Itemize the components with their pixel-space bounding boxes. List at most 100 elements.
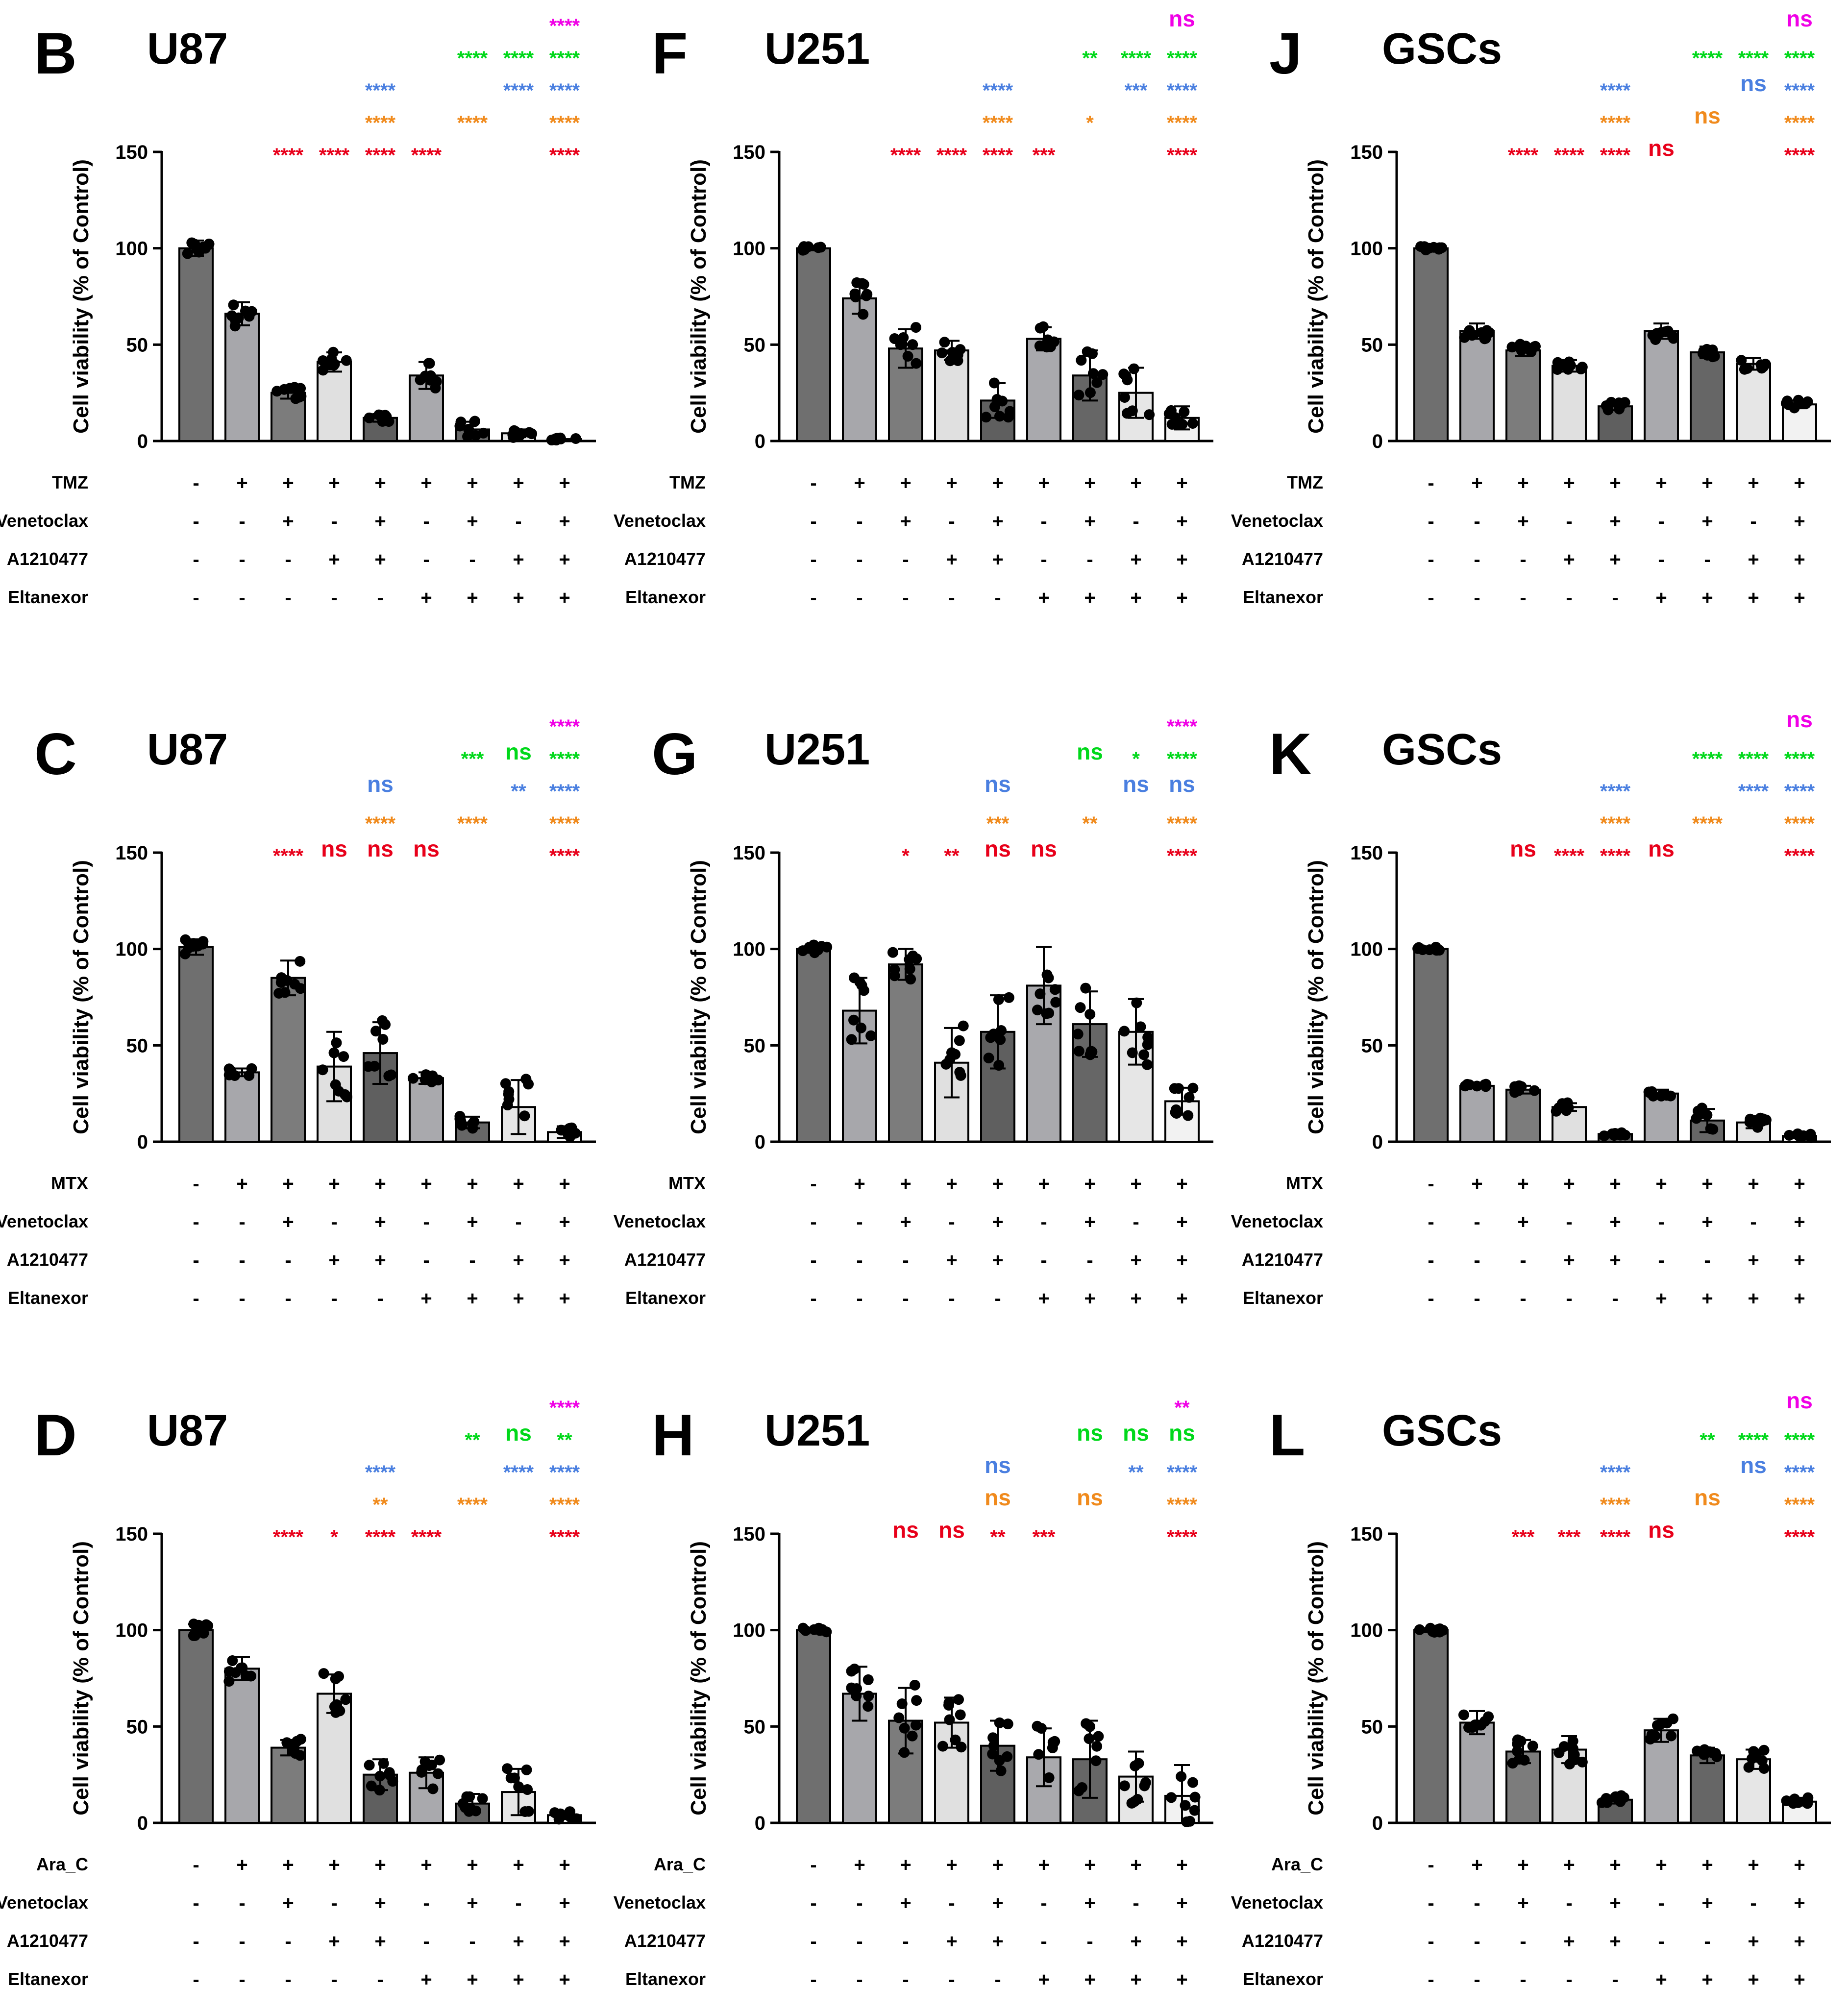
treatment-sign: - <box>810 1969 816 1990</box>
treatment-sign: + <box>1748 587 1759 609</box>
data-point <box>1645 1734 1656 1745</box>
treatment-sign: + <box>282 511 294 532</box>
significance-mark: **** <box>1600 80 1631 101</box>
data-point <box>246 1670 257 1682</box>
data-point <box>1412 943 1424 954</box>
treatment-sign: + <box>1701 1892 1713 1914</box>
treatment-sign: - <box>1474 1892 1480 1914</box>
treatment-label: MTX <box>51 1173 88 1193</box>
data-point <box>907 950 918 961</box>
bar <box>1690 1754 1725 1824</box>
y-axis-label: Cell viability (% of Control) <box>69 1541 93 1816</box>
treatment-sign: + <box>1794 472 1805 494</box>
data-point <box>502 1100 513 1111</box>
treatment-sign: - <box>1704 549 1710 570</box>
significance-mark: **** <box>1167 813 1198 834</box>
data-point <box>364 1760 375 1771</box>
significance-mark: ns <box>367 771 394 797</box>
treatment-sign: - <box>1040 1211 1047 1233</box>
data-point <box>1551 1105 1562 1117</box>
treatment-sign: + <box>374 472 386 494</box>
treatment-sign: + <box>282 1173 294 1195</box>
treatment-sign: + <box>1794 511 1805 532</box>
treatment-sign: - <box>331 1211 337 1233</box>
treatment-sign: + <box>513 549 524 570</box>
treatment-sign: + <box>467 1173 478 1195</box>
data-point <box>1086 1046 1098 1057</box>
data-point <box>987 1732 999 1743</box>
bar <box>224 1668 260 1824</box>
data-point <box>1075 1002 1086 1013</box>
treatment-sign: + <box>992 1854 1003 1876</box>
treatment-sign: + <box>467 1211 478 1233</box>
treatment-sign: + <box>1517 1173 1528 1195</box>
chart-panel-j: J GSCs 0 50 100 150 Cell viability (% of Contr… <box>1231 6 1831 609</box>
treatment-label: MTX <box>1286 1173 1323 1193</box>
significance-mark: **** <box>983 112 1013 134</box>
data-point <box>223 1666 235 1677</box>
treatment-sign: - <box>193 549 199 570</box>
significance-mark: **** <box>1167 716 1198 737</box>
y-tick-label: 50 <box>1361 1035 1383 1056</box>
data-point <box>1651 328 1662 339</box>
y-tick-label: 0 <box>137 431 148 452</box>
treatment-sign: + <box>1794 1173 1805 1195</box>
significance-mark: **** <box>1167 1526 1198 1548</box>
y-tick-label: 100 <box>733 238 765 260</box>
treatment-label: TMZ <box>52 472 88 492</box>
data-point <box>815 242 826 253</box>
data-point <box>1471 1080 1482 1092</box>
data-point <box>1073 1046 1084 1057</box>
significance-mark: **** <box>1692 48 1723 69</box>
data-point <box>377 1015 388 1026</box>
data-point <box>1087 368 1099 379</box>
data-point <box>1792 1128 1803 1139</box>
treatment-sign: + <box>1084 587 1095 609</box>
treatment-sign: + <box>1471 1854 1482 1876</box>
treatment-sign: + <box>1517 1854 1528 1876</box>
data-point <box>328 1047 340 1058</box>
data-point <box>858 309 869 320</box>
data-point <box>570 433 581 444</box>
treatment-sign: - <box>810 1250 816 1271</box>
significance-mark: **** <box>411 145 442 166</box>
data-point <box>565 1131 576 1142</box>
significance-mark: ns <box>1077 739 1103 764</box>
treatment-sign: + <box>1748 1931 1759 1952</box>
treatment-sign: + <box>1038 1173 1049 1195</box>
data-point <box>905 974 916 985</box>
treatment-sign: + <box>1655 472 1667 494</box>
treatment-label: Eltanexor <box>625 587 706 607</box>
data-point <box>911 358 922 369</box>
treatment-sign: + <box>1701 1854 1713 1876</box>
data-point <box>1036 1723 1047 1734</box>
treatment-sign: - <box>902 1288 909 1309</box>
bar <box>1644 330 1679 442</box>
significance-mark: **** <box>457 112 488 134</box>
treatment-label: Venetoclax <box>614 1892 706 1913</box>
y-tick-label: 100 <box>1350 939 1383 960</box>
treatment-sign: + <box>854 1173 865 1195</box>
treatment-sign: - <box>856 1931 862 1952</box>
bar <box>409 1077 444 1143</box>
significance-mark: **** <box>1784 1494 1815 1516</box>
data-point <box>889 964 900 975</box>
treatment-sign: - <box>331 587 337 609</box>
treatment-sign: - <box>1658 549 1664 570</box>
data-point <box>469 416 481 427</box>
treatment-sign: - <box>1040 549 1047 570</box>
treatment-sign: - <box>948 1892 955 1914</box>
data-point <box>1467 1722 1478 1733</box>
treatment-sign: - <box>810 472 816 494</box>
data-point <box>522 1784 533 1795</box>
treatment-sign: + <box>374 1250 386 1271</box>
data-point <box>1608 1130 1620 1141</box>
panel-letter: F <box>652 21 688 86</box>
y-tick-label: 100 <box>733 939 765 960</box>
data-point <box>331 1037 342 1049</box>
data-point <box>477 1793 488 1804</box>
data-point <box>1552 357 1563 368</box>
treatment-sign: - <box>1612 1288 1618 1309</box>
significance-mark: ns <box>1786 1388 1813 1413</box>
significance-mark: ns <box>1740 1452 1767 1478</box>
